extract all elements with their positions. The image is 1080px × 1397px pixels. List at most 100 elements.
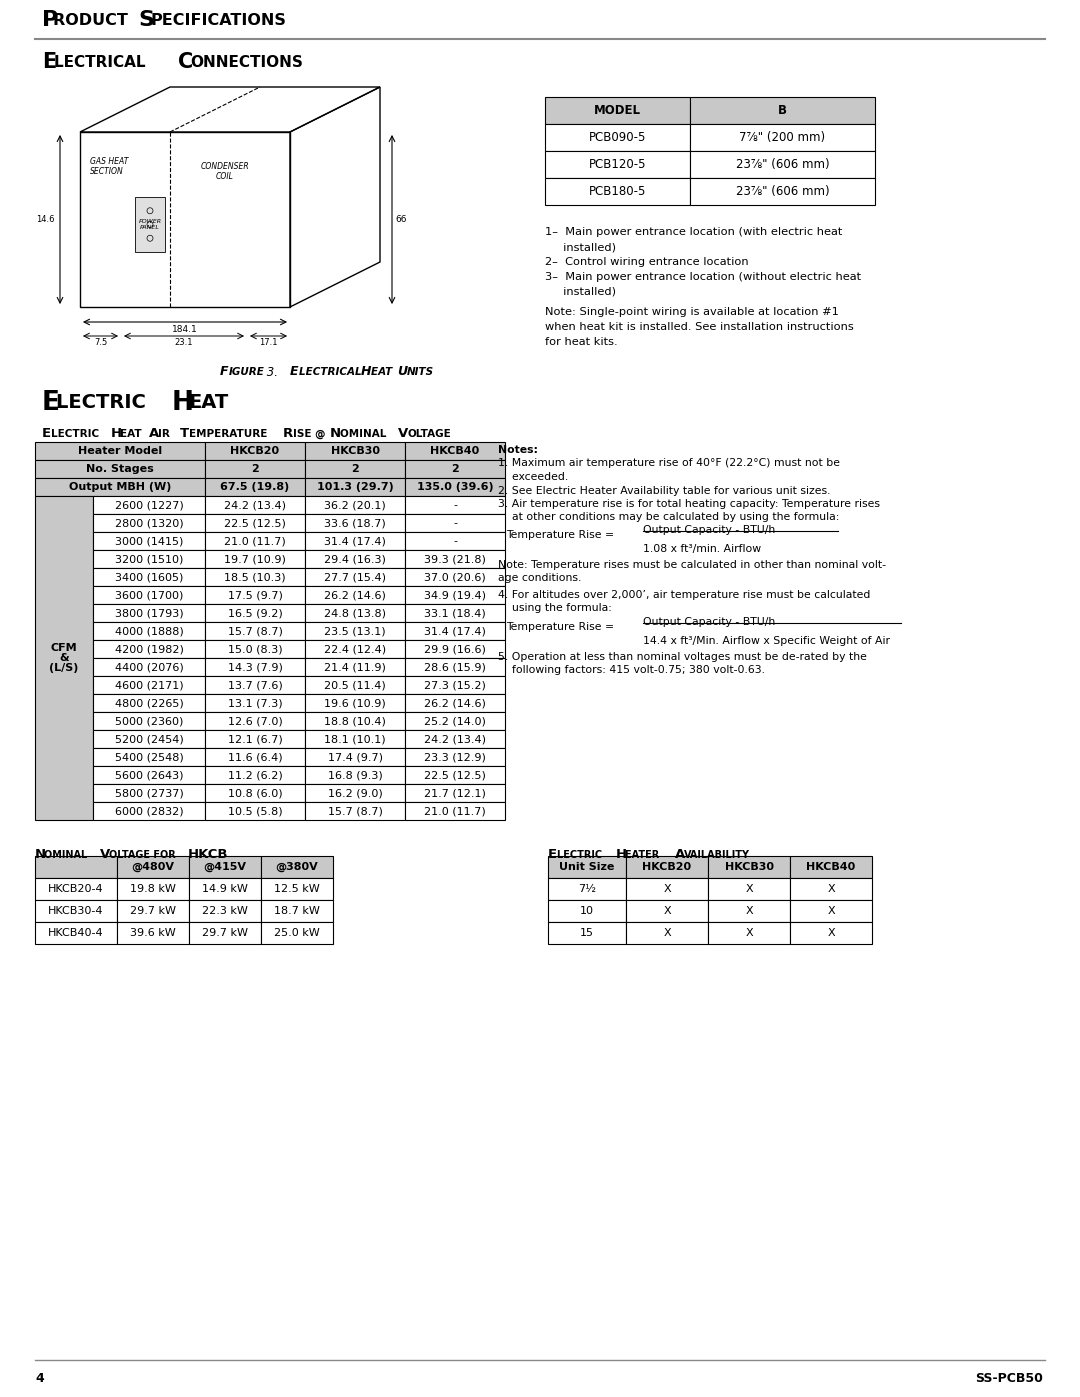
Bar (205, 569, 305, 585)
Bar (35, 441, 205, 460)
Text: 29.7 kW: 29.7 kW (130, 907, 176, 916)
Text: V: V (100, 848, 110, 861)
Text: Notes:: Notes: (498, 446, 538, 455)
Text: EAT: EAT (372, 367, 396, 377)
Text: 18.5 (10.3): 18.5 (10.3) (225, 571, 286, 583)
Text: E: E (291, 365, 298, 379)
Bar (405, 658, 505, 676)
Text: IR: IR (158, 429, 174, 439)
Text: 33.1 (18.4): 33.1 (18.4) (424, 608, 486, 617)
Text: 19.7 (10.9): 19.7 (10.9) (224, 555, 286, 564)
Bar (548, 856, 626, 877)
Text: 33.6 (18.7): 33.6 (18.7) (324, 518, 386, 528)
Bar (789, 900, 872, 922)
Text: 10.5 (5.8): 10.5 (5.8) (228, 806, 282, 816)
Bar (205, 784, 305, 802)
Bar (305, 658, 405, 676)
Bar (405, 747, 505, 766)
Text: PCB120-5: PCB120-5 (589, 158, 646, 170)
Bar (93, 622, 205, 640)
Bar (205, 514, 305, 532)
Text: X: X (745, 884, 753, 894)
Bar (205, 731, 305, 747)
Text: HKCB30: HKCB30 (725, 862, 773, 872)
Bar (35, 460, 205, 478)
Text: 22.5 (12.5): 22.5 (12.5) (224, 518, 286, 528)
Bar (93, 731, 205, 747)
Text: 11.6 (6.4): 11.6 (6.4) (228, 752, 282, 761)
Text: U: U (397, 365, 407, 379)
Text: Note: Temperature rises must be calculated in other than nominal volt-: Note: Temperature rises must be calculat… (498, 560, 886, 570)
Bar (626, 877, 708, 900)
Bar (405, 676, 505, 694)
Text: LECTRICAL: LECTRICAL (299, 367, 365, 377)
Text: Output Capacity - BTU/h: Output Capacity - BTU/h (643, 617, 775, 627)
Bar (189, 877, 261, 900)
Bar (205, 712, 305, 731)
Bar (548, 922, 626, 944)
Bar (626, 922, 708, 944)
Text: 31.4 (17.4): 31.4 (17.4) (324, 536, 386, 546)
Bar (93, 766, 205, 784)
Bar (93, 514, 205, 532)
Text: EATER: EATER (625, 849, 663, 861)
Bar (405, 514, 505, 532)
Text: NITS: NITS (407, 367, 434, 377)
Bar (405, 604, 505, 622)
Text: T: T (180, 427, 189, 440)
Text: MODEL: MODEL (594, 103, 642, 117)
Text: 5000 (2360): 5000 (2360) (114, 717, 184, 726)
Text: X: X (663, 928, 671, 937)
Bar (93, 712, 205, 731)
Bar (305, 784, 405, 802)
Bar (405, 441, 505, 460)
Text: 1–  Main power entrance location (with electric heat: 1– Main power entrance location (with el… (545, 226, 842, 237)
Bar (135, 197, 165, 251)
Bar (305, 550, 405, 569)
Bar (405, 622, 505, 640)
Bar (305, 731, 405, 747)
Bar (93, 604, 205, 622)
Bar (93, 585, 205, 604)
Bar (405, 784, 505, 802)
Bar (205, 496, 305, 514)
Bar (205, 460, 305, 478)
Bar (117, 922, 189, 944)
Bar (405, 478, 505, 496)
Bar (789, 922, 872, 944)
Bar (93, 802, 205, 820)
Bar (205, 585, 305, 604)
Bar (405, 731, 505, 747)
Text: 1.08 x ft³/min. Airflow: 1.08 x ft³/min. Airflow (643, 543, 761, 555)
Bar (93, 694, 205, 712)
Text: E: E (42, 390, 60, 416)
Bar (205, 766, 305, 784)
Bar (305, 532, 405, 550)
Text: 7½: 7½ (578, 884, 596, 894)
Text: H: H (172, 390, 194, 416)
Text: 101.3 (29.7): 101.3 (29.7) (316, 482, 393, 492)
Bar (117, 856, 189, 877)
Bar (189, 900, 261, 922)
Text: 36.2 (20.1): 36.2 (20.1) (324, 500, 386, 510)
Text: 29.4 (16.3): 29.4 (16.3) (324, 555, 386, 564)
Text: -: - (453, 500, 457, 510)
Text: 14.4 x ft³/Min. Airflow x Specific Weight of Air: 14.4 x ft³/Min. Airflow x Specific Weigh… (643, 636, 890, 645)
Bar (405, 550, 505, 569)
Bar (405, 640, 505, 658)
Text: 135.0 (39.6): 135.0 (39.6) (417, 482, 494, 492)
Text: X: X (663, 907, 671, 916)
Text: 3400 (1605): 3400 (1605) (114, 571, 184, 583)
Text: 23⅞" (606 mm): 23⅞" (606 mm) (735, 158, 829, 170)
Text: 5. Operation at less than nominal voltages must be de-rated by the: 5. Operation at less than nominal voltag… (498, 652, 867, 662)
Text: 26.2 (14.6): 26.2 (14.6) (324, 590, 386, 599)
Text: 12.6 (7.0): 12.6 (7.0) (228, 717, 282, 726)
Text: POWER
PANEL: POWER PANEL (138, 219, 162, 231)
Text: 23⅞" (606 mm): 23⅞" (606 mm) (735, 184, 829, 198)
Text: 15.7 (8.7): 15.7 (8.7) (327, 806, 382, 816)
Text: 21.0 (11.7): 21.0 (11.7) (225, 536, 286, 546)
Bar (305, 460, 405, 478)
Bar (405, 585, 505, 604)
Text: Output MBH (W): Output MBH (W) (69, 482, 172, 492)
Bar (690, 177, 875, 205)
